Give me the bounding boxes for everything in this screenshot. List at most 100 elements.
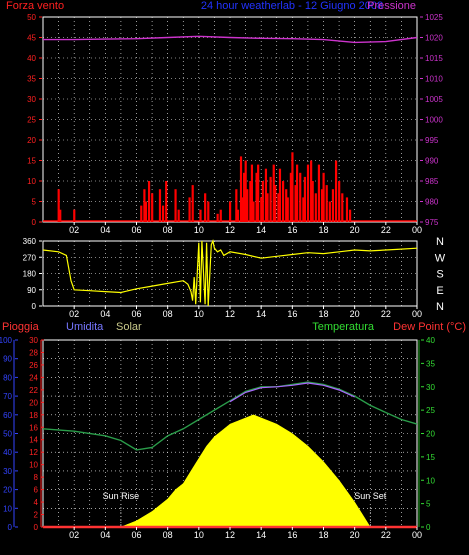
rain-tick-label: 28 bbox=[29, 348, 38, 357]
humidity-label: Umidita bbox=[66, 321, 104, 333]
wind-bar bbox=[317, 164, 321, 222]
wind-bar bbox=[277, 193, 280, 222]
tick-label-x: 04 bbox=[100, 530, 110, 540]
tick-label-x: 00 bbox=[412, 530, 422, 540]
wind-bar bbox=[252, 201, 255, 222]
rain-tick-label: 18 bbox=[29, 411, 38, 420]
wind-bar bbox=[310, 160, 313, 222]
chart-title: 24 hour weatherlab - 12 Giugno 2008 bbox=[201, 0, 383, 12]
wind-bar bbox=[303, 176, 306, 222]
temperature-tick-label: 25 bbox=[426, 406, 435, 415]
wind-bar bbox=[291, 152, 294, 222]
wind-bar bbox=[264, 168, 268, 222]
wind-bar bbox=[334, 160, 338, 222]
panel-wind-ticks: 02 04 06 08 10 12 14 16 18 20 22 000510152025303540… bbox=[27, 13, 443, 235]
temperature-line bbox=[42, 381, 418, 451]
wind-bar bbox=[338, 181, 341, 222]
wind-tick-label: 35 bbox=[27, 75, 36, 84]
wind-bar bbox=[266, 193, 269, 222]
tick-label-x: 08 bbox=[163, 530, 173, 540]
wind-bar bbox=[260, 197, 263, 222]
tick-label-x: 08 bbox=[163, 309, 173, 319]
pressure-label: Pressione bbox=[367, 0, 416, 12]
tick-label-x: 14 bbox=[256, 309, 266, 319]
rain-tick-label: 24 bbox=[29, 373, 38, 382]
wind-bar bbox=[250, 164, 254, 222]
temperature-label: Temperatura bbox=[312, 321, 375, 333]
pressure-tick-label: 1010 bbox=[425, 75, 443, 84]
tick-label-x: 14 bbox=[256, 530, 266, 540]
tick-label-x: 14 bbox=[256, 225, 266, 235]
pressure-tick-label: 1005 bbox=[425, 95, 443, 104]
tick-label-x: 22 bbox=[381, 309, 391, 319]
pressure-tick-label: 990 bbox=[425, 157, 439, 166]
compass-label: W bbox=[435, 252, 446, 264]
wind-bar bbox=[255, 172, 258, 222]
wind-bar bbox=[59, 209, 62, 222]
wind-bar bbox=[341, 193, 344, 222]
wind-bar bbox=[261, 181, 264, 222]
pressure-tick-label: 1025 bbox=[425, 13, 443, 22]
rain-tick-label: 26 bbox=[29, 361, 38, 370]
wind-tick-label: 50 bbox=[27, 13, 36, 22]
wind-tick-label: 10 bbox=[27, 177, 36, 186]
wind-bar bbox=[165, 181, 168, 222]
tick-label-x: 20 bbox=[350, 309, 360, 319]
wind-bar bbox=[143, 189, 146, 222]
wind-bar bbox=[286, 197, 289, 222]
tick-label-x: 18 bbox=[318, 225, 328, 235]
solar-area bbox=[43, 414, 417, 528]
tick-label-x: 22 bbox=[381, 530, 391, 540]
wind-bar bbox=[191, 185, 194, 222]
direction-tick-label: 180 bbox=[23, 270, 37, 279]
temperature-tick-label: 35 bbox=[426, 359, 435, 368]
wind-tick-label: 25 bbox=[27, 116, 36, 125]
wind-bar bbox=[302, 197, 305, 222]
humidity-tick-label: 80 bbox=[3, 373, 12, 382]
pressure-tick-label: 1015 bbox=[425, 54, 443, 63]
tick-label-x: 04 bbox=[100, 309, 110, 319]
wind-bar bbox=[244, 160, 247, 222]
wind-bar bbox=[311, 181, 314, 222]
tick-label-x: 00 bbox=[412, 309, 422, 319]
wind-bar bbox=[147, 181, 151, 222]
pressure-tick-label: 975 bbox=[425, 218, 439, 227]
wind-force-label: Forza vento bbox=[6, 0, 64, 12]
wind-bar bbox=[314, 193, 317, 222]
wind-tick-label: 5 bbox=[32, 198, 37, 207]
wind-bar bbox=[269, 176, 272, 222]
compass-label: S bbox=[436, 269, 443, 281]
wind-bar bbox=[236, 209, 239, 222]
panel-temp-ticks: 02 04 06 08 10 12 14 16 18 20 22 000102030405060708… bbox=[0, 336, 435, 540]
wind-bar bbox=[229, 201, 232, 222]
humidity-tick-label: 70 bbox=[3, 392, 12, 401]
dewpoint-label: Dew Point (°C) bbox=[393, 321, 466, 333]
wind-bar bbox=[239, 156, 243, 222]
rain-tick-label: 0 bbox=[34, 523, 39, 532]
wind-bar bbox=[345, 197, 349, 222]
wind-bar bbox=[328, 201, 331, 222]
tick-label-x: 02 bbox=[69, 225, 79, 235]
wind-bar bbox=[140, 205, 143, 222]
wind-bar bbox=[325, 185, 328, 222]
tick-label-x: 10 bbox=[194, 530, 204, 540]
wind-bar bbox=[320, 189, 324, 222]
rain-label: Pioggia bbox=[2, 321, 40, 333]
tick-label-x: 16 bbox=[287, 225, 297, 235]
rain-tick-label: 4 bbox=[34, 498, 39, 507]
tick-label-x: 04 bbox=[100, 225, 110, 235]
compass-label: N bbox=[436, 301, 444, 313]
rain-tick-label: 12 bbox=[29, 448, 38, 457]
tick-label-x: 18 bbox=[318, 530, 328, 540]
wind-tick-label: 30 bbox=[27, 95, 36, 104]
direction-tick-label: 0 bbox=[32, 302, 37, 311]
wind-bar bbox=[281, 181, 285, 222]
sun-rise-label: Sun Rise bbox=[103, 491, 140, 501]
solar-label: Solar bbox=[116, 321, 142, 333]
wind-bar bbox=[151, 193, 154, 222]
temperature-tick-label: 15 bbox=[426, 453, 435, 462]
humidity-tick-label: 30 bbox=[3, 467, 12, 476]
compass-label: N bbox=[436, 236, 444, 248]
rain-tick-label: 10 bbox=[29, 461, 38, 470]
